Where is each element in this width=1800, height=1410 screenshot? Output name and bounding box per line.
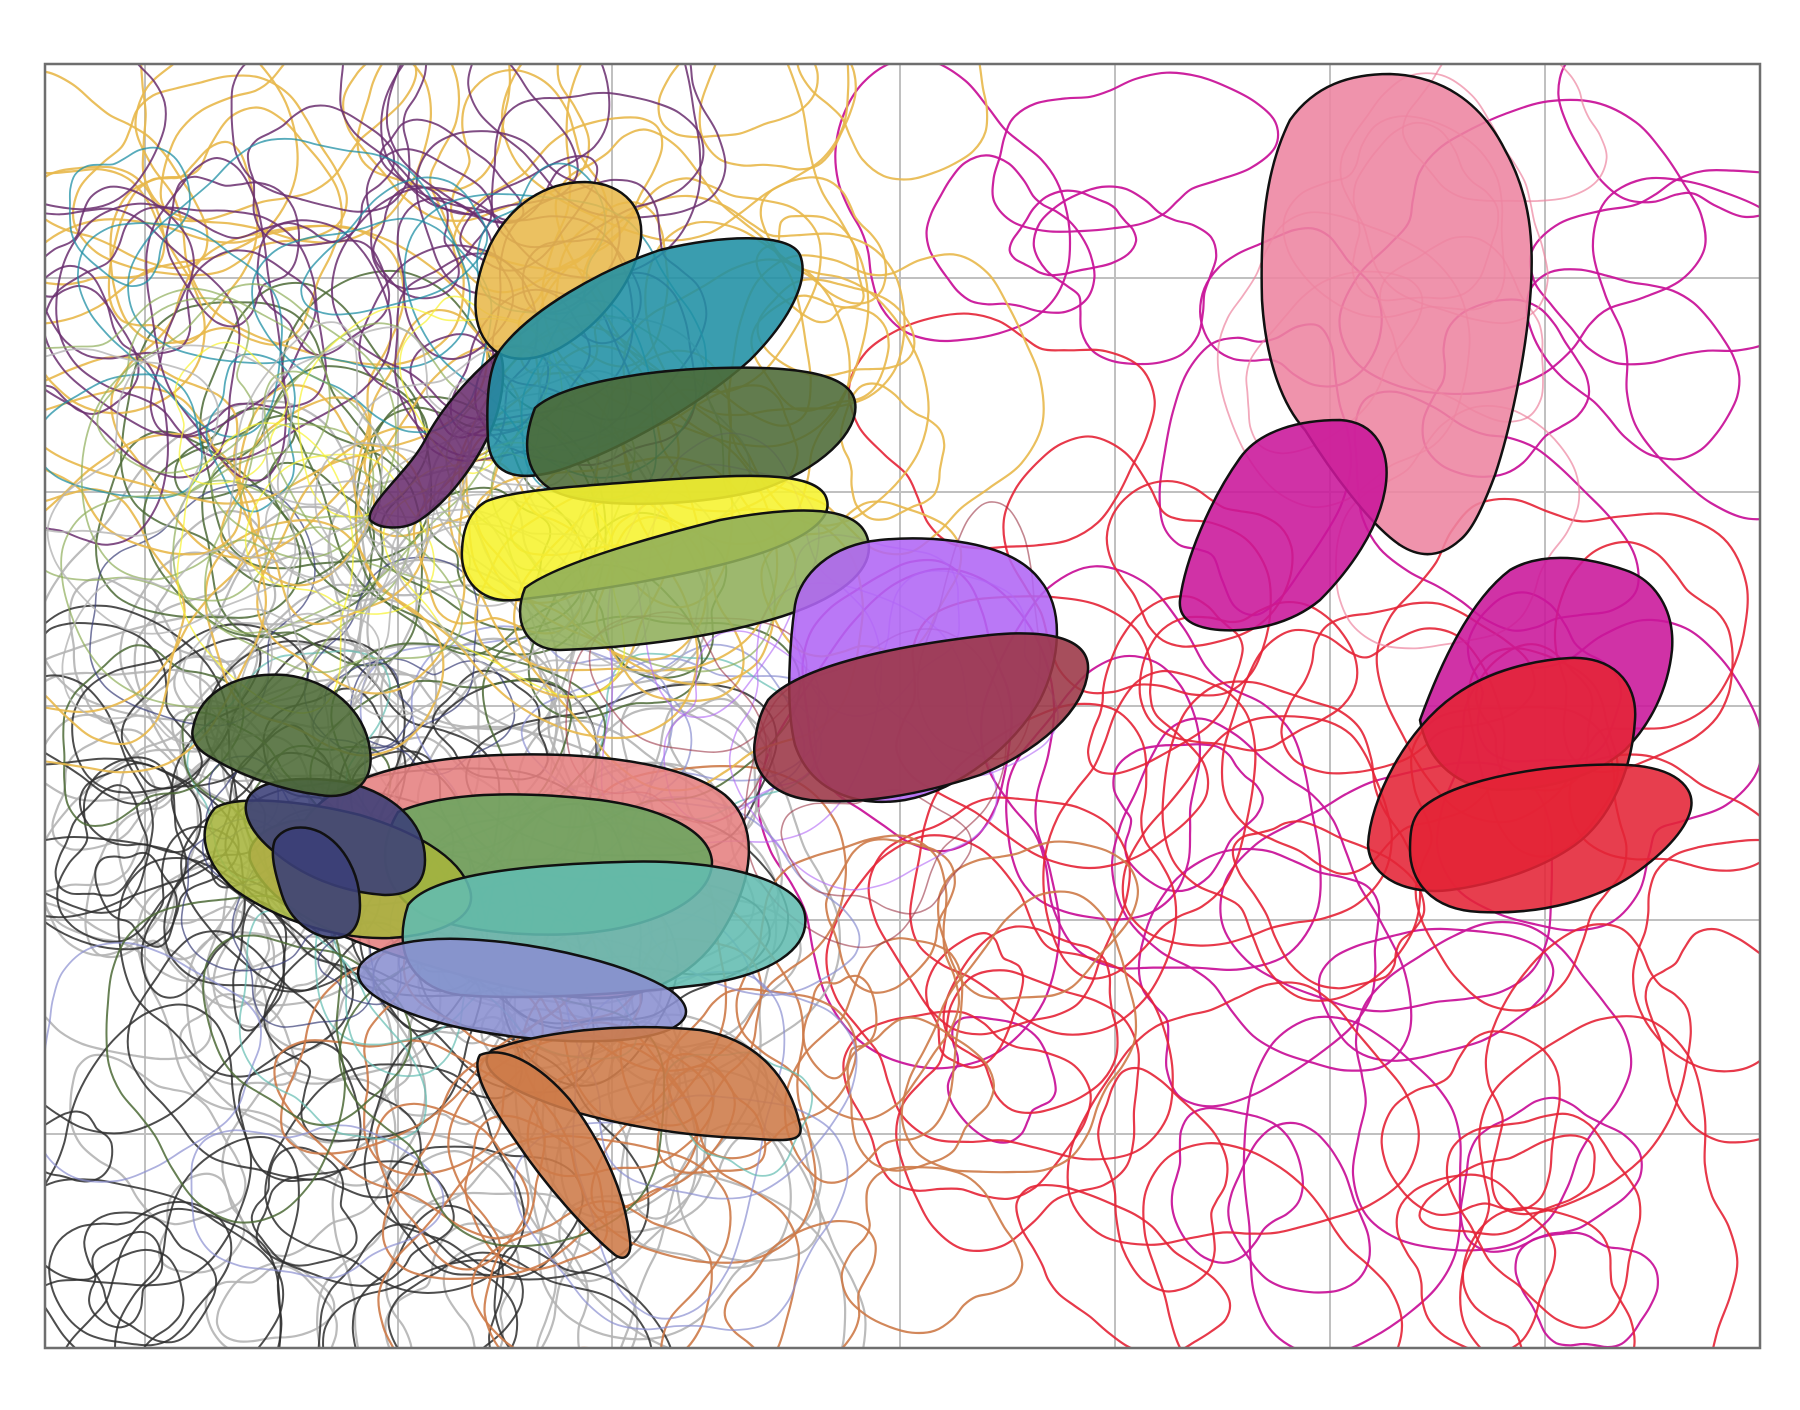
blob-cluster-figure <box>0 0 1800 1410</box>
